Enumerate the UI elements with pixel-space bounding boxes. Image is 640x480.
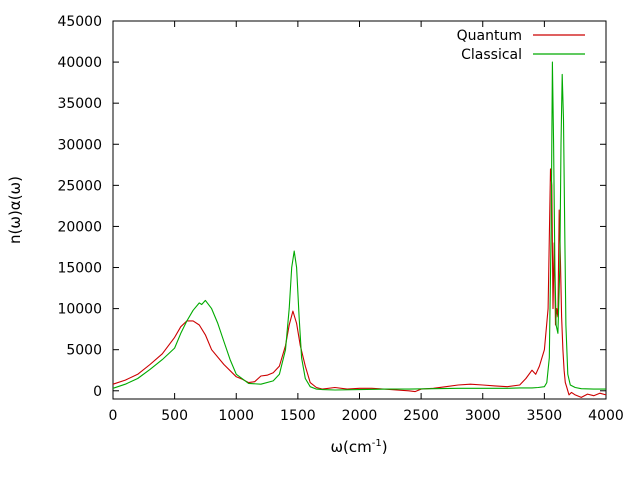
y-tick-label: 0 [93,384,102,400]
legend-label-classical: Classical [461,47,522,63]
series-line-classical [112,61,606,391]
x-tick-label: 1500 [280,408,316,424]
x-tick-label: 2000 [342,408,378,424]
x-axis-title-superscript: -1 [372,438,382,449]
x-tick-label: 3000 [465,408,501,424]
series-lines [112,61,607,398]
legend: Quantum Classical [457,28,585,63]
y-tick-label: 25000 [57,178,102,194]
y-tick-labels: 0 5000 10000 15000 20000 25000 30000 35000 40000… [57,14,102,400]
x-tick-label: 0 [109,408,118,424]
y-axis-title: n(ω)α(ω) [6,176,24,244]
y-tick-label: 45000 [57,14,102,30]
x-tick-label: 500 [161,408,188,424]
tick-marks [112,20,607,399]
x-tick-label: 4000 [588,408,624,424]
legend-label-quantum: Quantum [457,28,522,44]
x-tick-label: 2500 [403,408,439,424]
y-tick-label: 15000 [57,261,102,277]
y-tick-label: 10000 [57,302,102,318]
y-tick-label: 40000 [57,55,102,71]
y-tick-label: 20000 [57,219,102,235]
y-tick-label: 35000 [57,96,102,112]
x-axis-title: ω(cm-1) [330,438,387,456]
plot-frame [112,20,607,400]
x-axis-title-main: ω(cm [330,438,371,456]
x-tick-label: 3500 [527,408,563,424]
x-tick-label: 1000 [218,408,254,424]
series-line-quantum [112,168,607,398]
x-axis-title-close: ) [382,438,388,456]
y-tick-label: 5000 [66,343,102,359]
y-tick-label: 30000 [57,137,102,153]
x-tick-labels: 0 500 1000 1500 2000 2500 3000 3500 4000 [109,408,624,424]
